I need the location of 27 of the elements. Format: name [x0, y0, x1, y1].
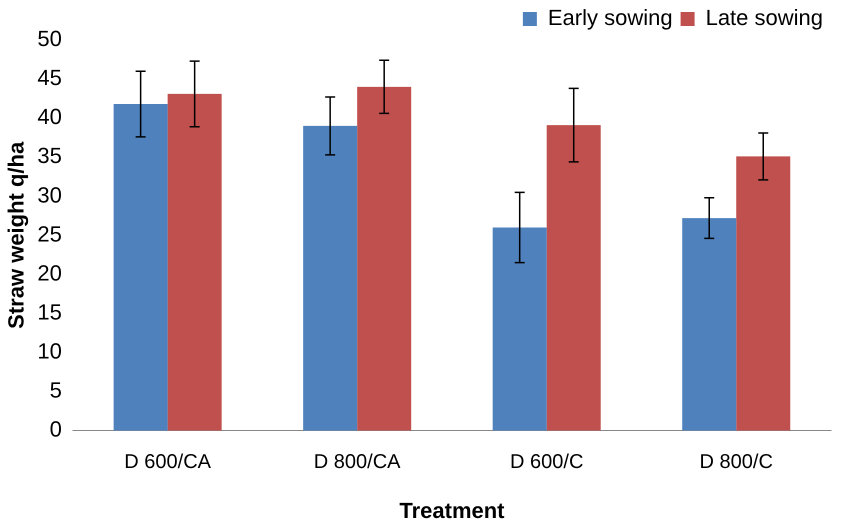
legend-label: Early sowing — [548, 5, 673, 30]
bar — [682, 218, 736, 431]
y-tick-label: 15 — [37, 299, 62, 324]
x-tick-label: D 600/CA — [124, 451, 212, 474]
y-tick-label: 50 — [37, 26, 62, 52]
bar — [546, 125, 601, 431]
bar — [303, 126, 358, 431]
bar — [357, 86, 412, 431]
bar — [168, 94, 222, 431]
bar — [492, 227, 547, 431]
bar — [114, 104, 168, 431]
x-axis-title: Treatment — [399, 498, 506, 523]
y-tick-label: 30 — [37, 182, 62, 208]
x-tick-label: D 800/C — [700, 451, 773, 474]
y-tick-label: 25 — [37, 221, 62, 246]
y-tick-label: 0 — [50, 416, 62, 442]
x-tick-label: D 600/C — [510, 451, 584, 474]
y-tick-label: 45 — [37, 65, 62, 90]
y-tick-label: 20 — [37, 260, 62, 286]
bar — [736, 156, 790, 431]
x-tick-label: D 800/CA — [314, 451, 402, 474]
y-tick-label: 40 — [37, 104, 62, 130]
legend-label: Late sowing — [706, 5, 824, 30]
y-tick-label: 5 — [50, 378, 62, 403]
y-tick-label: 35 — [37, 143, 62, 168]
y-axis-title: Straw weight q/ha — [3, 141, 28, 329]
y-tick-label: 10 — [37, 338, 62, 364]
